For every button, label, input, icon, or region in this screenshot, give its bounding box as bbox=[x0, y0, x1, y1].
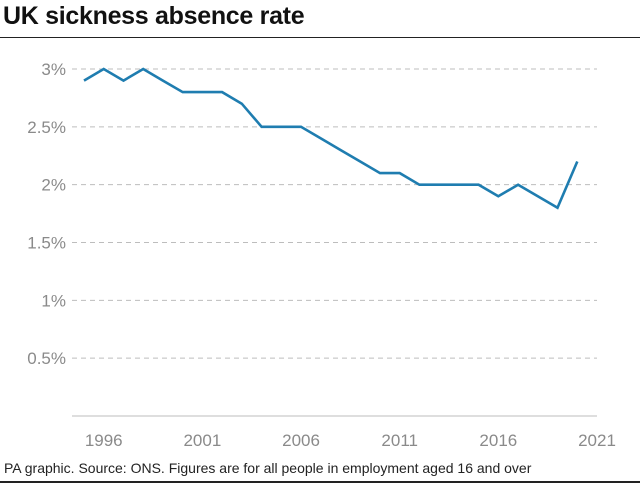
x-tick-label: 2011 bbox=[381, 431, 418, 450]
bottom-divider bbox=[0, 481, 640, 483]
x-tick-label: 2001 bbox=[183, 431, 221, 450]
title-divider bbox=[0, 37, 640, 38]
line-chart: 0.5% 1% 1.5% 2% 2.5% 3% 1996 2001 2006 2011 2016 20… bbox=[27, 60, 616, 450]
x-tick-label: 2016 bbox=[479, 431, 517, 450]
y-tick-label: 3% bbox=[41, 60, 66, 79]
y-tick-label: 2% bbox=[41, 176, 66, 195]
y-tick-label: 1.5% bbox=[27, 234, 66, 253]
y-tick-label: 0.5% bbox=[27, 349, 66, 368]
series-line bbox=[83, 67, 579, 210]
y-tick-label: 2.5% bbox=[27, 118, 66, 137]
x-tick-label: 1996 bbox=[85, 431, 123, 450]
x-tick-label: 2006 bbox=[282, 431, 320, 450]
chart-title: UK sickness absence rate bbox=[3, 2, 305, 30]
y-tick-label: 1% bbox=[41, 291, 66, 310]
source-note: PA graphic. Source: ONS. Figures are for… bbox=[4, 460, 532, 476]
x-tick-label: 2021 bbox=[578, 431, 616, 450]
